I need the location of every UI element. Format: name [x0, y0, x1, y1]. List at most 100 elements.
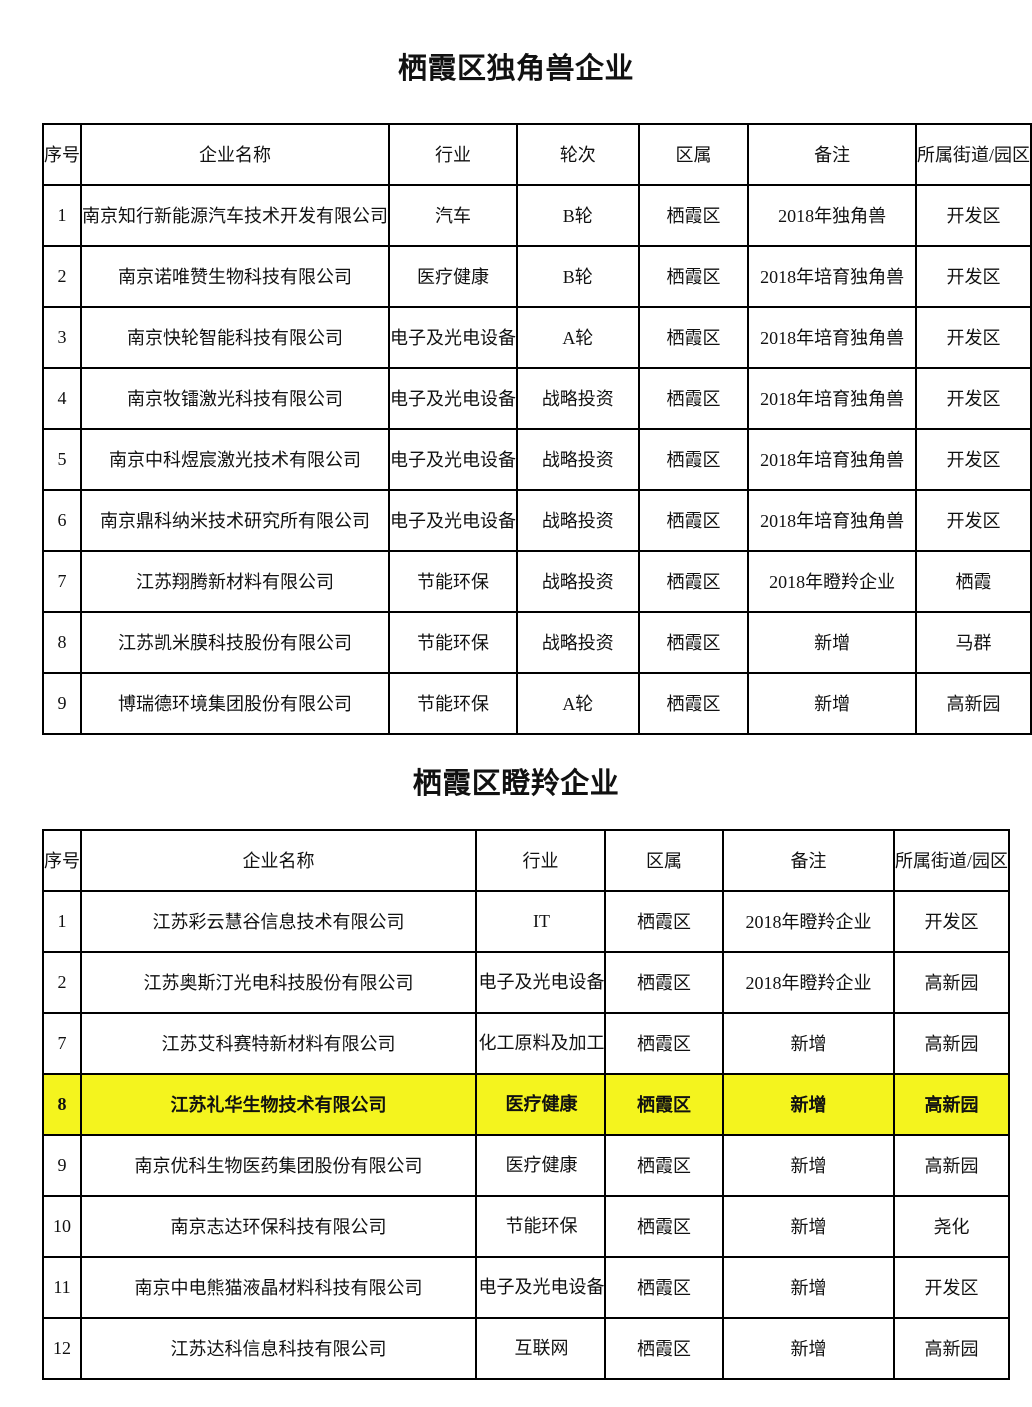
table-cell: 2018年瞪羚企业 — [747, 549, 917, 613]
cell-text: 3 — [57, 326, 67, 347]
cell-text: 栖霞区 — [637, 1339, 691, 1360]
table-cell: 开发区 — [914, 305, 1032, 369]
cell-text: 江苏达科信息科技有限公司 — [170, 1339, 387, 1360]
table-cell: 江苏艾科赛特新材料有限公司 — [80, 1011, 477, 1075]
cell-text: 栖霞区 — [666, 511, 721, 532]
cell-text: 南京优科生物医药集团股份有限公司 — [134, 1156, 423, 1177]
column-header: 企业名称 — [80, 828, 477, 892]
table-row: 12 江苏达科信息科技有限公司 互联网 栖霞区 新增 高新园 — [42, 1316, 1011, 1380]
cell-text: 新增 — [814, 694, 851, 715]
table-cell: 战略投资 — [516, 488, 640, 552]
table-row: 10 南京志达环保科技有限公司 节能环保 栖霞区 新增 尧化 — [42, 1194, 1011, 1258]
table-cell: 战略投资 — [516, 366, 640, 430]
table-cell: 高新园 — [892, 1011, 1011, 1075]
cell-text: 南京志达环保科技有限公司 — [170, 1217, 387, 1238]
cell-text: 电子及光电设备 — [390, 511, 516, 532]
cell-text: 开发区 — [946, 389, 1001, 410]
cell-text: 栖霞区 — [637, 1217, 691, 1238]
cell-text: 2 — [57, 971, 67, 992]
table-cell: 新增 — [722, 1255, 895, 1319]
table-cell: 新增 — [747, 671, 917, 735]
cell-text: 序号 — [44, 851, 80, 872]
table-cell: 电子及光电设备 — [475, 1255, 606, 1319]
column-header: 行业 — [388, 122, 518, 186]
table-cell: 栖霞区 — [604, 1255, 724, 1319]
table-row: 3 南京快轮智能科技有限公司 电子及光电设备 A轮 栖霞区 2018年培育独角兽 开发区 — [42, 305, 1032, 369]
table-cell: 节能环保 — [388, 671, 518, 735]
cell-text: 江苏奥斯汀光电科技股份有限公司 — [143, 973, 414, 994]
cell-text: 2018年培育独角兽 — [760, 328, 905, 349]
cell-text: 江苏翔腾新材料有限公司 — [136, 572, 334, 593]
column-header: 行业 — [475, 828, 606, 892]
cell-text: 高新园 — [946, 694, 1001, 715]
table-cell: 10 — [42, 1194, 82, 1258]
table-cell: 2018年独角兽 — [747, 183, 917, 247]
column-header: 备注 — [722, 828, 895, 892]
table-cell: 开发区 — [914, 427, 1032, 491]
cell-text: 区属 — [675, 145, 712, 166]
cell-text: 博瑞德环境集团股份有限公司 — [118, 694, 352, 715]
table-cell: 尧化 — [892, 1194, 1011, 1258]
cell-text: 栖霞区 — [637, 1278, 691, 1299]
cell-text: 战略投资 — [541, 389, 614, 410]
cell-text: 2018年培育独角兽 — [760, 511, 905, 532]
cell-text: 江苏凯米膜科技股份有限公司 — [118, 633, 352, 654]
cell-text: 医疗健康 — [505, 1154, 578, 1175]
table-cell: 江苏凯米膜科技股份有限公司 — [80, 610, 390, 674]
cell-text: 新增 — [790, 1095, 827, 1116]
column-header: 企业名称 — [80, 122, 390, 186]
cell-text: 电子及光电设备 — [478, 971, 605, 992]
table-row: 6 南京鼎科纳米技术研究所有限公司 电子及光电设备 战略投资 栖霞区 2018年培育独角兽… — [42, 488, 1032, 552]
cell-text: 2018年培育独角兽 — [760, 267, 905, 288]
cell-text: 节能环保 — [505, 1215, 578, 1236]
table-cell: 栖霞区 — [637, 366, 750, 430]
table-cell: 新增 — [722, 1316, 895, 1380]
table-cell: 互联网 — [475, 1316, 606, 1380]
table-row: 7 江苏艾科赛特新材料有限公司 化工原料及加工 栖霞区 新增 高新园 — [42, 1011, 1011, 1075]
cell-text: 高新园 — [924, 1156, 979, 1177]
table-cell: 电子及光电设备 — [388, 488, 518, 552]
column-header: 轮次 — [516, 122, 640, 186]
table-cell: 南京鼎科纳米技术研究所有限公司 — [80, 488, 390, 552]
cell-text: 开发区 — [924, 912, 979, 933]
table-cell: 2018年培育独角兽 — [747, 305, 917, 369]
table-cell: 栖霞区 — [637, 305, 750, 369]
cell-text: 栖霞区 — [666, 206, 721, 227]
unicorn-table: 序号 企业名称 行业 轮次 区属 备注 所属街道/园区 1 南京知行新能源汽车技术开发有限公司 汽… — [42, 122, 1032, 735]
cell-text: 10 — [53, 1215, 71, 1236]
cell-text: 新增 — [790, 1156, 827, 1177]
cell-text: 医疗健康 — [417, 267, 489, 288]
cell-text: 9 — [57, 1154, 67, 1175]
table-cell: 南京快轮智能科技有限公司 — [80, 305, 390, 369]
cell-text: 电子及光电设备 — [390, 328, 516, 349]
cell-text: 医疗健康 — [505, 1093, 578, 1114]
cell-text: 新增 — [790, 1278, 827, 1299]
cell-text: 南京牧镭激光科技有限公司 — [127, 389, 343, 410]
cell-text: 栖霞区 — [637, 912, 691, 933]
cell-text: 战略投资 — [541, 633, 614, 654]
cell-text: 南京诺唯赞生物科技有限公司 — [118, 267, 352, 288]
cell-text: 12 — [53, 1337, 71, 1358]
table-row: 1 南京知行新能源汽车技术开发有限公司 汽车 B轮 栖霞区 2018年独角兽 开发区 — [42, 183, 1032, 247]
table-cell: 南京优科生物医药集团股份有限公司 — [80, 1133, 477, 1197]
cell-text: 尧化 — [933, 1217, 970, 1238]
cell-text: A轮 — [562, 694, 594, 715]
table-cell: 1 — [42, 183, 82, 247]
table-cell: 2018年培育独角兽 — [747, 366, 917, 430]
cell-text: 2018年培育独角兽 — [760, 450, 905, 471]
cell-text: 高新园 — [924, 973, 979, 994]
table-cell: A轮 — [516, 305, 640, 369]
cell-text: 开发区 — [946, 267, 1001, 288]
cell-text: 8 — [57, 1093, 67, 1114]
table-cell: 栖霞区 — [637, 488, 750, 552]
table-cell: 电子及光电设备 — [475, 950, 606, 1014]
cell-text: 区属 — [646, 851, 682, 872]
cell-text: 高新园 — [924, 1339, 979, 1360]
column-header: 序号 — [42, 122, 82, 186]
cell-text: 电子及光电设备 — [390, 389, 516, 410]
cell-text: 栖霞区 — [666, 267, 721, 288]
table-cell: 南京诺唯赞生物科技有限公司 — [80, 244, 390, 308]
cell-text: 南京知行新能源汽车技术开发有限公司 — [82, 206, 388, 227]
cell-text: 新增 — [790, 1339, 827, 1360]
cell-text: B轮 — [562, 267, 593, 288]
